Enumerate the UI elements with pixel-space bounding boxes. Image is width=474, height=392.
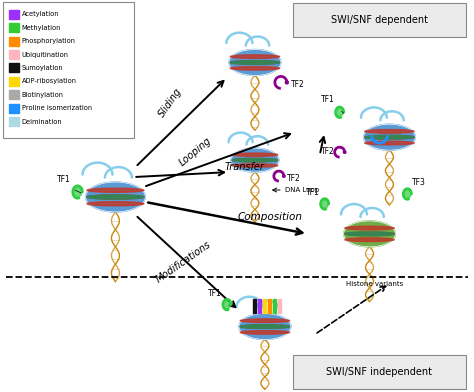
FancyBboxPatch shape [293,3,466,36]
Ellipse shape [87,188,144,192]
Bar [9,50,19,59]
Ellipse shape [87,195,144,199]
Ellipse shape [345,232,394,236]
FancyBboxPatch shape [3,2,134,138]
Ellipse shape [240,325,290,328]
Bar [9,91,19,99]
Ellipse shape [229,49,281,75]
Text: Transfer: Transfer [225,162,265,172]
Ellipse shape [87,195,144,199]
Bar [278,299,282,312]
Text: Deimination: Deimination [22,119,63,125]
Ellipse shape [365,141,414,145]
Ellipse shape [283,175,285,177]
Bar [9,64,19,73]
Text: TF2: TF2 [287,174,301,183]
Text: TF3: TF3 [412,178,426,187]
Bar [253,299,256,312]
Ellipse shape [321,200,328,208]
Text: Phosphorylation: Phosphorylation [22,38,76,44]
Bar [9,117,19,126]
Ellipse shape [345,232,394,236]
Text: Proline isomerization: Proline isomerization [22,105,92,111]
Ellipse shape [336,108,343,116]
Text: SWI/SNF dependent: SWI/SNF dependent [331,15,428,25]
Ellipse shape [343,151,346,153]
Text: TF2: TF2 [321,147,335,156]
Text: Composition: Composition [237,212,302,222]
Ellipse shape [365,135,414,139]
Bar [273,299,276,312]
Bar [268,299,272,312]
Ellipse shape [239,314,291,339]
Bar [9,10,19,19]
Ellipse shape [230,55,280,58]
Ellipse shape [230,67,280,70]
Text: Looping: Looping [177,136,213,169]
Ellipse shape [232,158,278,162]
Bar [258,299,262,312]
Bar [263,299,266,312]
Text: DNA Loop: DNA Loop [285,187,319,193]
Bar [9,77,19,86]
Text: Ubiquitination: Ubiquitination [22,51,69,58]
Ellipse shape [85,182,146,212]
Text: TF2: TF2 [291,80,305,89]
Ellipse shape [404,190,411,198]
Ellipse shape [230,61,280,64]
Ellipse shape [232,158,278,162]
Bar [9,23,19,32]
Ellipse shape [87,201,144,206]
Ellipse shape [73,187,82,197]
Ellipse shape [230,61,280,64]
Text: Sliding: Sliding [156,86,184,119]
Ellipse shape [365,135,414,139]
Ellipse shape [223,300,231,309]
Ellipse shape [344,221,395,247]
FancyBboxPatch shape [293,356,466,389]
Ellipse shape [345,226,394,230]
Bar [9,104,19,113]
Ellipse shape [364,124,415,150]
Text: Acetylation: Acetylation [22,11,59,17]
Text: TF1: TF1 [321,95,335,104]
Ellipse shape [365,130,414,133]
Text: Methylation: Methylation [22,25,61,31]
Text: Modifications: Modifications [154,239,212,285]
Ellipse shape [232,164,278,167]
Ellipse shape [231,148,279,172]
Text: Histone variants: Histone variants [346,281,403,287]
Ellipse shape [240,319,290,323]
Text: Sumoylation: Sumoylation [22,65,64,71]
Text: TF1: TF1 [306,187,319,196]
Text: TF1: TF1 [208,289,222,298]
Text: ADP-ribosylation: ADP-ribosylation [22,78,77,84]
Text: TF1: TF1 [57,174,71,183]
Ellipse shape [285,81,288,84]
Bar [9,36,19,45]
Text: SWI/SNF independent: SWI/SNF independent [327,367,432,377]
Ellipse shape [240,330,290,334]
Ellipse shape [345,238,394,241]
Ellipse shape [240,325,290,328]
Text: Biotinylation: Biotinylation [22,92,64,98]
Ellipse shape [232,153,278,156]
